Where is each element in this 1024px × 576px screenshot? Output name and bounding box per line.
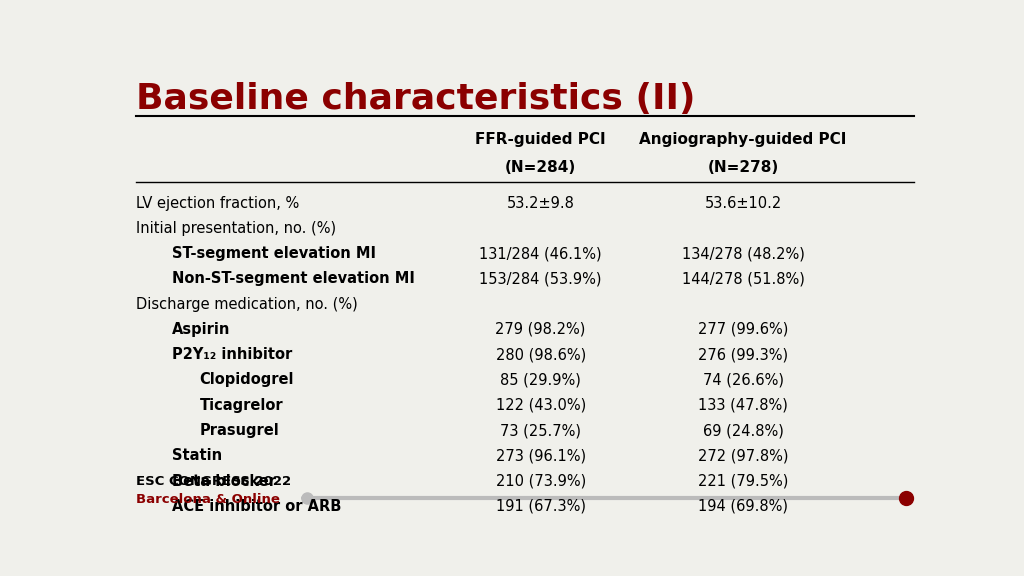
Text: 53.2±9.8: 53.2±9.8 — [507, 195, 574, 210]
Text: (N=284): (N=284) — [505, 160, 577, 175]
Text: 133 (47.8%): 133 (47.8%) — [698, 398, 788, 413]
Text: 272 (97.8%): 272 (97.8%) — [697, 448, 788, 463]
Text: 134/278 (48.2%): 134/278 (48.2%) — [682, 246, 805, 261]
Text: Beta blocker: Beta blocker — [172, 473, 275, 488]
Text: Baseline characteristics (II): Baseline characteristics (II) — [136, 82, 695, 116]
Text: Barcelona & Online: Barcelona & Online — [136, 493, 280, 506]
Text: ESC CONGRESS 2022: ESC CONGRESS 2022 — [136, 475, 291, 488]
Text: 131/284 (46.1%): 131/284 (46.1%) — [479, 246, 602, 261]
Text: 53.6±10.2: 53.6±10.2 — [705, 195, 781, 210]
Text: 85 (29.9%): 85 (29.9%) — [501, 373, 581, 388]
Text: 122 (43.0%): 122 (43.0%) — [496, 398, 586, 413]
Text: 276 (99.3%): 276 (99.3%) — [698, 347, 788, 362]
Text: 153/284 (53.9%): 153/284 (53.9%) — [479, 271, 602, 286]
Text: Clopidogrel: Clopidogrel — [200, 373, 294, 388]
Text: 273 (96.1%): 273 (96.1%) — [496, 448, 586, 463]
Text: Initial presentation, no. (%): Initial presentation, no. (%) — [136, 221, 336, 236]
Text: 73 (25.7%): 73 (25.7%) — [500, 423, 582, 438]
Text: 221 (79.5%): 221 (79.5%) — [697, 473, 788, 488]
Text: LV ejection fraction, %: LV ejection fraction, % — [136, 195, 299, 210]
Text: Statin: Statin — [172, 448, 222, 463]
Text: 280 (98.6%): 280 (98.6%) — [496, 347, 586, 362]
Text: 194 (69.8%): 194 (69.8%) — [698, 499, 788, 514]
Text: ST-segment elevation MI: ST-segment elevation MI — [172, 246, 376, 261]
Text: Ticagrelor: Ticagrelor — [200, 398, 283, 413]
Text: Discharge medication, no. (%): Discharge medication, no. (%) — [136, 297, 357, 312]
Text: Angiography-guided PCI: Angiography-guided PCI — [639, 132, 847, 147]
Text: Non-ST-segment elevation MI: Non-ST-segment elevation MI — [172, 271, 415, 286]
Text: Aspirin: Aspirin — [172, 322, 230, 337]
Text: 74 (26.6%): 74 (26.6%) — [702, 373, 783, 388]
Text: 69 (24.8%): 69 (24.8%) — [702, 423, 783, 438]
Text: 277 (99.6%): 277 (99.6%) — [697, 322, 788, 337]
Text: 191 (67.3%): 191 (67.3%) — [496, 499, 586, 514]
Text: ACE inhibitor or ARB: ACE inhibitor or ARB — [172, 499, 341, 514]
Text: FFR-guided PCI: FFR-guided PCI — [475, 132, 606, 147]
Text: (N=278): (N=278) — [708, 160, 778, 175]
Text: 144/278 (51.8%): 144/278 (51.8%) — [682, 271, 805, 286]
Text: 279 (98.2%): 279 (98.2%) — [496, 322, 586, 337]
Text: Prasugrel: Prasugrel — [200, 423, 280, 438]
Text: P2Y₁₂ inhibitor: P2Y₁₂ inhibitor — [172, 347, 292, 362]
Text: 210 (73.9%): 210 (73.9%) — [496, 473, 586, 488]
